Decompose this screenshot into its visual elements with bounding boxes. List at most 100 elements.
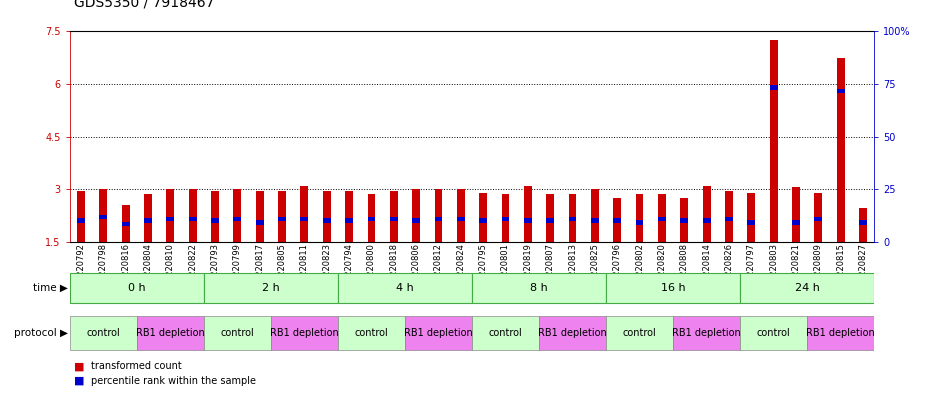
Bar: [405, 316, 472, 350]
Bar: [568, 195, 577, 242]
Text: ■: ■: [74, 362, 88, 371]
Bar: [390, 217, 398, 221]
Bar: [725, 191, 733, 242]
Bar: [300, 185, 308, 242]
Bar: [211, 219, 219, 223]
Text: control: control: [488, 328, 523, 338]
Bar: [859, 208, 867, 242]
Text: percentile rank within the sample: percentile rank within the sample: [91, 376, 256, 386]
Text: RB1 depletion: RB1 depletion: [538, 328, 607, 338]
Bar: [122, 222, 129, 226]
Text: RB1 depletion: RB1 depletion: [136, 328, 205, 338]
Bar: [539, 316, 606, 350]
Bar: [457, 217, 465, 221]
Bar: [256, 191, 263, 242]
Bar: [256, 220, 263, 225]
Text: 4 h: 4 h: [396, 283, 414, 293]
Text: 2 h: 2 h: [262, 283, 280, 293]
Bar: [479, 193, 487, 242]
Bar: [546, 219, 554, 223]
Bar: [606, 316, 673, 350]
Bar: [740, 316, 807, 350]
Text: control: control: [757, 328, 790, 338]
Bar: [144, 195, 152, 242]
Text: control: control: [623, 328, 657, 338]
Bar: [434, 217, 443, 221]
Bar: [77, 219, 85, 223]
Bar: [166, 217, 174, 221]
Bar: [606, 273, 740, 303]
Text: control: control: [220, 328, 254, 338]
Bar: [613, 198, 621, 242]
Bar: [338, 273, 472, 303]
Bar: [100, 189, 107, 242]
Text: RB1 depletion: RB1 depletion: [806, 328, 875, 338]
Bar: [278, 217, 286, 221]
Bar: [524, 219, 532, 223]
Bar: [412, 189, 420, 242]
Bar: [300, 217, 308, 221]
Bar: [792, 220, 800, 225]
Bar: [636, 220, 644, 225]
Bar: [271, 316, 338, 350]
Bar: [748, 220, 755, 225]
Bar: [122, 205, 129, 242]
Text: RB1 depletion: RB1 depletion: [404, 328, 472, 338]
Bar: [457, 189, 465, 242]
Bar: [681, 198, 688, 242]
Bar: [345, 191, 353, 242]
Bar: [233, 189, 241, 242]
Bar: [204, 316, 271, 350]
Bar: [815, 217, 822, 221]
Bar: [323, 191, 331, 242]
Text: RB1 depletion: RB1 depletion: [270, 328, 339, 338]
Bar: [367, 195, 376, 242]
Bar: [204, 273, 338, 303]
Bar: [70, 273, 204, 303]
Bar: [501, 217, 510, 221]
Bar: [189, 189, 196, 242]
Bar: [233, 217, 241, 221]
Bar: [211, 191, 219, 242]
Bar: [367, 217, 376, 221]
Bar: [770, 85, 777, 90]
Bar: [636, 195, 644, 242]
Bar: [837, 58, 844, 242]
Text: ■: ■: [74, 376, 88, 386]
Bar: [837, 89, 844, 93]
Bar: [501, 195, 510, 242]
Bar: [472, 316, 539, 350]
Bar: [524, 185, 532, 242]
Bar: [591, 189, 599, 242]
Bar: [434, 189, 443, 242]
Bar: [345, 219, 353, 223]
Text: time ▶: time ▶: [33, 283, 68, 293]
Bar: [70, 316, 137, 350]
Bar: [472, 273, 606, 303]
Text: transformed count: transformed count: [91, 362, 182, 371]
Bar: [412, 219, 420, 223]
Bar: [681, 219, 688, 223]
Bar: [725, 217, 733, 221]
Bar: [658, 195, 666, 242]
Bar: [748, 193, 755, 242]
Bar: [658, 217, 666, 221]
Bar: [189, 217, 196, 221]
Bar: [546, 195, 554, 242]
Bar: [323, 219, 331, 223]
Bar: [591, 219, 599, 223]
Text: 8 h: 8 h: [530, 283, 548, 293]
Bar: [673, 316, 740, 350]
Bar: [166, 189, 174, 242]
Bar: [479, 219, 487, 223]
Bar: [770, 40, 777, 242]
Bar: [703, 185, 711, 242]
Bar: [338, 316, 405, 350]
Bar: [740, 273, 874, 303]
Bar: [100, 215, 107, 219]
Bar: [859, 220, 867, 225]
Bar: [278, 191, 286, 242]
Text: 24 h: 24 h: [795, 283, 819, 293]
Bar: [807, 316, 874, 350]
Text: 0 h: 0 h: [128, 283, 146, 293]
